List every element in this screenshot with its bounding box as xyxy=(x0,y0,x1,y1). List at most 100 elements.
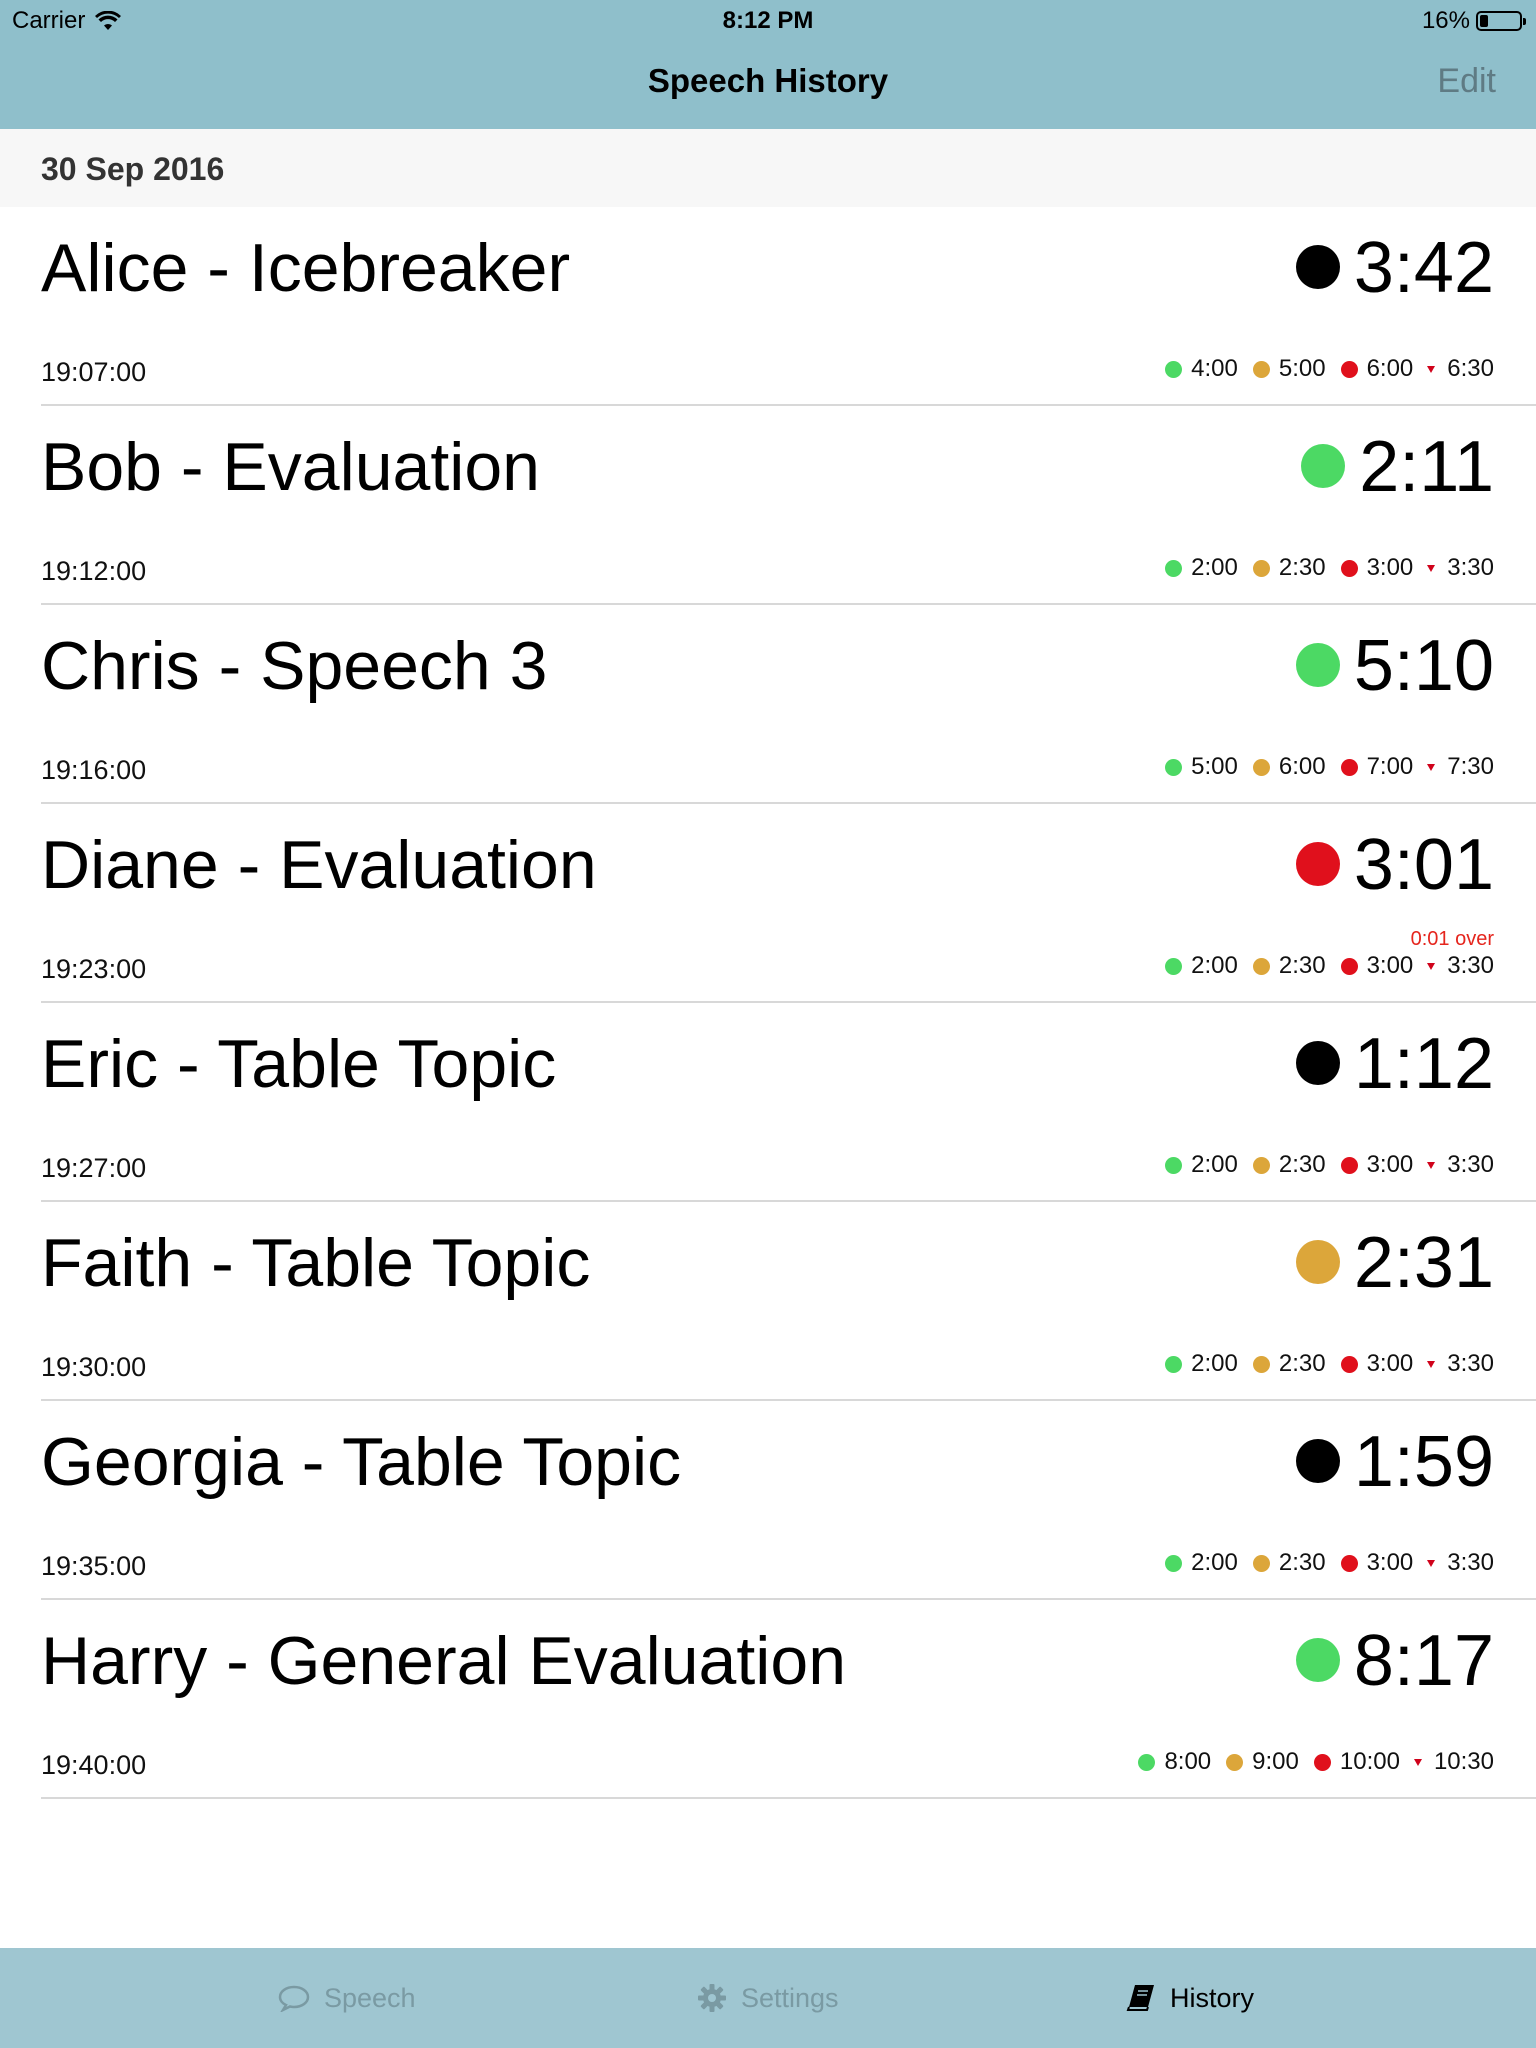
page-title: Speech History xyxy=(647,62,889,99)
speech-timestamp: 19:23:00 xyxy=(41,954,147,984)
speech-timestamp: 19:35:00 xyxy=(41,1551,147,1581)
caret-down-icon xyxy=(1427,1360,1436,1368)
speech-timestamp: 19:16:00 xyxy=(41,755,147,785)
caret-down-icon xyxy=(1413,1758,1422,1766)
speech-duration: 5:10 xyxy=(1353,626,1494,706)
section-header: 30 Sep 2016 xyxy=(0,129,1536,207)
speech-duration: 3:01 xyxy=(1353,825,1494,905)
amber-dot-icon xyxy=(1252,1156,1270,1174)
green-dot-icon xyxy=(1165,559,1183,577)
speech-duration: 2:31 xyxy=(1353,1223,1494,1303)
target-time-value: 2:00 xyxy=(1191,1151,1238,1178)
target-time-value: 6:30 xyxy=(1447,355,1494,382)
target-time-value: 3:00 xyxy=(1366,952,1414,979)
tab-settings[interactable]: Settings xyxy=(697,1948,839,2048)
tab-bar: Speech Settings History xyxy=(0,1948,1536,2048)
target-time-value: 6:00 xyxy=(1278,753,1326,780)
status-bar: Carrier 8:12 PM 16% xyxy=(0,0,1536,40)
list-item[interactable]: Alice - Icebreaker 3:42 19:07:00 4:00 5:00 6:… xyxy=(0,207,1536,406)
caret-down-icon xyxy=(1427,564,1436,572)
target-time-value: 6:00 xyxy=(1366,355,1414,382)
target-time-value: 2:00 xyxy=(1191,952,1238,979)
caret-down-icon xyxy=(1427,1161,1436,1169)
target-times: 2:00 2:30 3:00 3:30 xyxy=(1165,1350,1494,1378)
status-dot-icon xyxy=(1295,842,1340,886)
amber-dot-icon xyxy=(1252,1554,1270,1572)
target-time-value: 8:00 xyxy=(1164,1748,1212,1775)
status-time: 8:12 PM xyxy=(722,7,814,34)
amber-dot-icon xyxy=(1252,758,1270,776)
tab-history[interactable]: History xyxy=(1126,1948,1254,2048)
tab-speech-label: Speech xyxy=(324,1982,416,2013)
tab-speech[interactable]: Speech xyxy=(278,1948,416,2048)
target-time-value: 10:00 xyxy=(1339,1748,1400,1775)
list-item[interactable]: Georgia - Table Topic 1:59 19:35:00 2:00 2:3… xyxy=(0,1401,1536,1600)
edit-button[interactable]: Edit xyxy=(1437,62,1496,100)
speech-list: Alice - Icebreaker 3:42 19:07:00 4:00 5:00 6:… xyxy=(0,207,1536,1799)
target-time-value: 3:00 xyxy=(1366,1151,1414,1178)
green-dot-icon xyxy=(1165,1156,1183,1174)
green-dot-icon xyxy=(1165,1554,1183,1572)
target-time-value: 2:00 xyxy=(1191,1350,1238,1377)
tab-history-label: History xyxy=(1170,1982,1255,2013)
overtime-label: 0:01 over xyxy=(1410,928,1494,950)
target-times: 4:00 5:00 6:00 6:30 xyxy=(1165,355,1494,383)
gear-icon xyxy=(698,1984,726,2012)
list-item[interactable]: Harry - General Evaluation 8:17 19:40:00 8:… xyxy=(0,1600,1536,1799)
battery-percent: 16% xyxy=(1421,7,1470,34)
battery-area: 16% xyxy=(1421,7,1526,35)
target-time-value: 2:00 xyxy=(1191,1549,1238,1576)
list-item[interactable]: Bob - Evaluation 2:11 19:12:00 2:00 2:30 3:00… xyxy=(0,406,1536,605)
tab-settings-label: Settings xyxy=(741,1982,839,2013)
speech-title: Bob - Evaluation xyxy=(41,429,540,505)
speech-title: Eric - Table Topic xyxy=(41,1026,557,1102)
red-dot-icon xyxy=(1313,1753,1331,1771)
target-times: 2:00 2:30 3:00 3:30 xyxy=(1165,1151,1494,1179)
caret-down-icon xyxy=(1427,962,1436,970)
row-divider xyxy=(41,1200,1536,1202)
speech-timestamp: 19:30:00 xyxy=(41,1352,147,1382)
green-dot-icon xyxy=(1165,360,1183,378)
speech-duration: 2:11 xyxy=(1359,427,1494,507)
target-time-value: 2:00 xyxy=(1191,554,1238,581)
top-bar: Carrier 8:12 PM 16% Speech History Edit xyxy=(0,0,1536,129)
red-dot-icon xyxy=(1340,559,1358,577)
status-dot-icon xyxy=(1295,1439,1340,1483)
speech-title: Alice - Icebreaker xyxy=(41,230,571,306)
book-icon xyxy=(1126,1985,1154,2011)
list-item[interactable]: Faith - Table Topic 2:31 19:30:00 2:00 2:30 3… xyxy=(0,1202,1536,1401)
speech-timestamp: 19:27:00 xyxy=(41,1153,147,1183)
amber-dot-icon xyxy=(1252,957,1270,975)
target-time-value: 2:30 xyxy=(1278,1350,1326,1377)
row-divider xyxy=(41,1797,1536,1799)
status-dot-icon xyxy=(1295,1240,1340,1284)
green-dot-icon xyxy=(1165,758,1183,776)
carrier-label: Carrier xyxy=(12,7,86,34)
speech-timestamp: 19:07:00 xyxy=(41,357,147,387)
target-time-value: 9:00 xyxy=(1252,1748,1299,1775)
target-times: 2:00 2:30 3:00 3:30 xyxy=(1165,952,1494,980)
target-time-value: 7:30 xyxy=(1447,753,1494,780)
list-item[interactable]: Chris - Speech 3 5:10 19:16:00 5:00 6:00 7:00… xyxy=(0,605,1536,804)
target-time-value: 3:30 xyxy=(1447,1350,1494,1377)
amber-dot-icon xyxy=(1252,1355,1270,1373)
caret-down-icon xyxy=(1427,365,1436,373)
row-divider xyxy=(41,802,1536,804)
speech-duration: 1:59 xyxy=(1353,1422,1494,1502)
status-dot-icon xyxy=(1295,245,1340,289)
red-dot-icon xyxy=(1340,758,1358,776)
target-time-value: 10:30 xyxy=(1433,1748,1494,1775)
amber-dot-icon xyxy=(1226,1753,1244,1771)
caret-down-icon xyxy=(1427,1559,1436,1567)
target-time-value: 3:00 xyxy=(1366,1350,1414,1377)
target-time-value: 5:00 xyxy=(1191,753,1238,780)
battery-icon xyxy=(1476,11,1526,31)
target-time-value: 3:30 xyxy=(1447,554,1494,581)
caret-down-icon xyxy=(1427,763,1436,771)
speech-title: Faith - Table Topic xyxy=(41,1225,591,1301)
row-divider xyxy=(41,1598,1536,1600)
target-times: 5:00 6:00 7:00 7:30 xyxy=(1165,753,1494,781)
target-time-value: 7:00 xyxy=(1366,753,1414,780)
list-item[interactable]: Diane - Evaluation 3:01 19:23:00 0:01 over 2… xyxy=(0,804,1536,1003)
list-item[interactable]: Eric - Table Topic 1:12 19:27:00 2:00 2:30 3:… xyxy=(0,1003,1536,1202)
